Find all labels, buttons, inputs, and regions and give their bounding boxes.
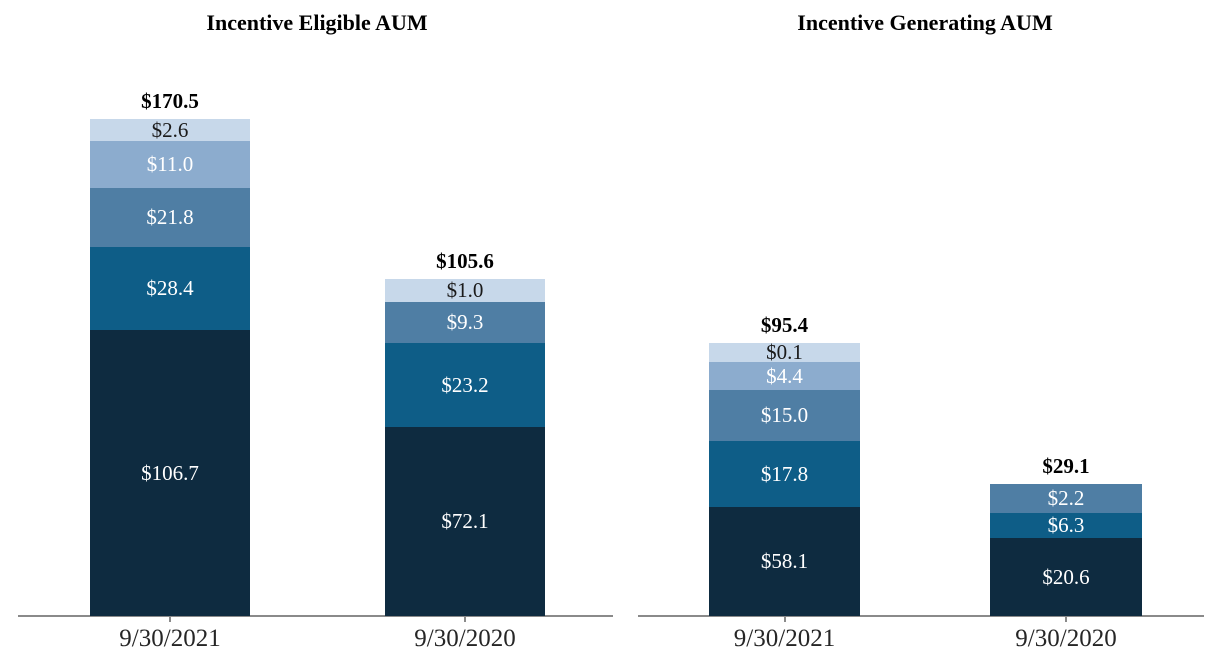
bar-segment: $20.6 (990, 538, 1142, 616)
segment-value-label: $11.0 (146, 152, 194, 176)
segment-value-label: $28.4 (146, 276, 194, 300)
bar-segment: $11.0 (90, 141, 250, 188)
x-axis-tick (783, 617, 786, 622)
bar-column: $1.0 $9.3 $23.2 $72.1 (385, 279, 545, 616)
bar-segment: $58.1 (709, 507, 860, 616)
bar-total-label: $170.5 (141, 89, 199, 113)
x-axis-category-label: 9/30/2021 (733, 625, 836, 652)
segment-value-label: $0.1 (766, 340, 803, 364)
segment-value-label: $2.2 (1047, 486, 1085, 510)
segment-value-label: $9.3 (446, 310, 484, 334)
bar-segment: $2.2 (990, 484, 1142, 513)
x-axis-category-label: 9/30/2021 (119, 625, 221, 652)
bar-segment: $17.8 (709, 441, 860, 507)
segment-value-label: $20.6 (1042, 564, 1090, 589)
segment-value-label: $2.6 (151, 117, 189, 142)
bar-segment: $106.7 (90, 330, 250, 616)
segment-value-label: $58.1 (760, 549, 809, 573)
bar-segment: $21.8 (90, 188, 250, 247)
segment-value-label: $72.1 (441, 509, 489, 533)
x-axis-category-label: 9/30/2020 (1015, 625, 1117, 652)
chart-title-incentive-eligible-aum: Incentive Eligible AUM (206, 10, 428, 35)
bar-total-label: $105.6 (436, 249, 494, 273)
bar-column: $0.1 $4.4 $15.0 $17.8 $58.1 (709, 340, 860, 616)
bar-segment: $1.0 (385, 279, 545, 302)
segment-value-label: $17.8 (760, 461, 809, 486)
x-axis-category-label: 9/30/2020 (414, 625, 516, 652)
chart-title-incentive-generating-aum: Incentive Generating AUM (797, 10, 1053, 35)
bar-segment: $72.1 (385, 427, 545, 616)
bar-segment: $15.0 (709, 390, 860, 441)
x-axis-line (638, 615, 1204, 617)
bar-segment: $4.4 (709, 362, 860, 390)
bar-segment: $0.1 (709, 340, 860, 364)
bar-segment: $6.3 (990, 513, 1142, 538)
bar-segment: $9.3 (385, 302, 545, 343)
segment-value-label: $1.0 (446, 278, 484, 302)
segment-value-label: $23.2 (441, 372, 489, 397)
segment-value-label: $106.7 (141, 460, 199, 485)
bar-total-label: $95.4 (760, 313, 809, 337)
x-axis-tick (1065, 617, 1067, 622)
segment-value-label: $15.0 (760, 403, 809, 427)
segment-value-label: $21.8 (146, 205, 194, 229)
bar-segment: $2.6 (90, 119, 250, 141)
x-axis-line (18, 615, 613, 617)
bar-segment: $23.2 (385, 343, 545, 427)
x-axis-tick (464, 617, 466, 622)
bar-total-label: $29.1 (1042, 454, 1090, 478)
bar-column: $2.6 $11.0 $21.8 $28.4 $106.7 (90, 119, 250, 616)
segment-value-label: $6.3 (1047, 513, 1085, 537)
bar-column: $2.2 $6.3 $20.6 (990, 484, 1142, 616)
x-axis-tick (169, 617, 171, 622)
segment-value-label: $4.4 (766, 363, 803, 388)
bar-segment: $28.4 (90, 247, 250, 330)
